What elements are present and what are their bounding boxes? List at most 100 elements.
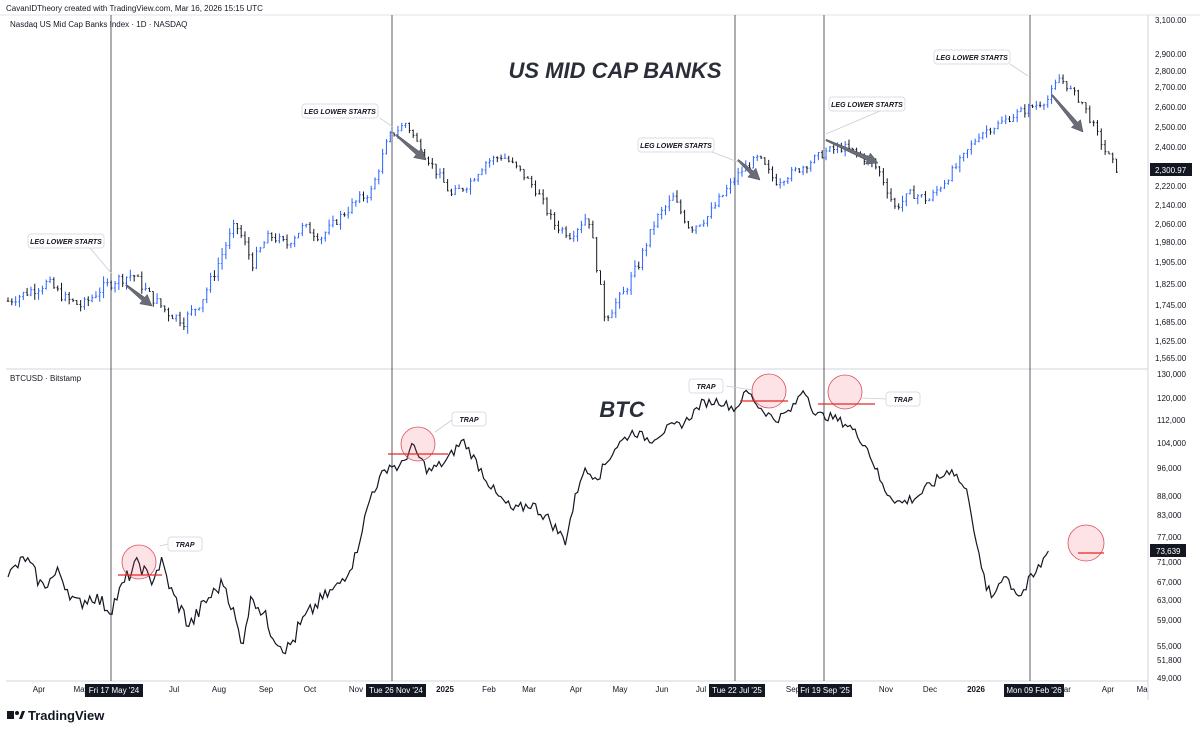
leader-line (711, 151, 739, 163)
top-price-tick: 2,500.00 (1155, 123, 1187, 132)
trap-circle (121, 544, 157, 580)
date-marker-box (798, 684, 852, 697)
trap-label: TRAP (893, 397, 912, 404)
time-tick: 2026 (967, 685, 985, 694)
date-marker-label: Fri 17 May '24 (89, 686, 140, 695)
bottom-price-tick: 88,000 (1157, 492, 1182, 501)
time-tick: Jul (169, 685, 179, 694)
trap-label-box (167, 536, 203, 552)
top-chart-title: US MID CAP BANKS (508, 58, 721, 83)
leg-lower-label: LEG LOWER STARTS (30, 239, 102, 246)
leg-lower-label: LEG LOWER STARTS (304, 109, 376, 116)
trap-label: TRAP (696, 384, 715, 391)
leg-lower-label-box (27, 233, 105, 249)
time-tick: Aug (212, 685, 226, 694)
bottom-price-tick: 63,000 (1157, 596, 1182, 605)
bottom-price-tick: 59,000 (1157, 616, 1182, 625)
bottom-price-tick: 120,000 (1157, 394, 1186, 403)
top-price-tick: 2,900.00 (1155, 50, 1187, 59)
time-tick: May (73, 685, 88, 694)
tv-logo-mark-dot (15, 711, 19, 715)
top-last-price: 2,300.97 (1155, 166, 1187, 175)
top-price-tick: 1,745.00 (1155, 301, 1187, 310)
top-price-tick: 2,060.00 (1155, 220, 1187, 229)
date-marker-label: Mon 09 Feb '26 (1006, 686, 1062, 695)
top-price-tick: 2,600.00 (1155, 103, 1187, 112)
trap-label: TRAP (459, 417, 478, 424)
time-tick: Apr (33, 685, 46, 694)
top-price-tick: 2,220.00 (1155, 182, 1187, 191)
arrow-shape (125, 284, 153, 307)
tv-logo-mark-slash (19, 711, 25, 719)
bottom-chart-title: BTC (599, 397, 645, 422)
time-tick: Apr (1102, 685, 1115, 694)
trap-label-box (885, 391, 921, 407)
bottom-price-tick: 71,000 (1157, 558, 1182, 567)
leader-line (1009, 63, 1029, 77)
leg-lower-label: LEG LOWER STARTS (640, 143, 712, 150)
date-marker-label: Fri 19 Sep '25 (800, 686, 850, 695)
date-marker-box (85, 684, 143, 697)
time-tick: Jun (656, 685, 669, 694)
date-marker-box (709, 684, 765, 697)
date-marker-box (366, 684, 426, 697)
trap-circle (1067, 524, 1105, 562)
top-price-tick: 3,100.00 (1155, 16, 1187, 25)
time-tick: Mar (1057, 685, 1071, 694)
leader-line (159, 543, 169, 547)
bottom-price-axis[interactable]: 130,000 120,000 112,000 104,000 96,000 88,000… (1150, 370, 1186, 683)
tradingview-logo (7, 711, 25, 719)
time-tick: May (612, 685, 627, 694)
time-tick: Oct (304, 685, 317, 694)
arrow-shape (1051, 94, 1084, 133)
arrow-shape (395, 134, 427, 161)
bottom-price-tick: 55,000 (1157, 642, 1182, 651)
bottom-price-tick: 96,000 (1157, 464, 1182, 473)
down-arrow-icon (395, 134, 427, 161)
leader-line (89, 247, 113, 275)
top-price-axis[interactable]: 3,100.00 2,900.00 2,800.00 2,700.00 2,600.00… (1150, 16, 1192, 363)
down-arrow-icon (737, 159, 761, 181)
annotations: LEG LOWER STARTS LEG LOWER STARTS LEG LOWE… (27, 49, 1105, 580)
bottom-last-price: 73,639 (1156, 547, 1181, 556)
time-tick: Nov (879, 685, 893, 694)
leader-line (434, 419, 453, 433)
time-tick: Apr (570, 685, 583, 694)
leg-lower-label-box (301, 103, 379, 119)
top-price-tick: 1,565.00 (1155, 354, 1187, 363)
leg-lower-label-box (637, 137, 715, 153)
top-price-tick: 1,625.00 (1155, 337, 1187, 346)
top-price-tick: 1,685.00 (1155, 318, 1187, 327)
trap-circle (751, 373, 787, 409)
btc-price-series (7, 389, 1049, 655)
header-credit: CavanIDTheory created with TradingView.c… (6, 4, 263, 13)
bottom-price-tick: 83,000 (1157, 511, 1182, 520)
bottom-price-tick: 77,000 (1157, 533, 1182, 542)
bottom-price-tick: 104,000 (1157, 439, 1186, 448)
trap-label: TRAP (175, 542, 194, 549)
time-tick: 2025 (436, 685, 454, 694)
top-price-tick: 1,905.00 (1155, 258, 1187, 267)
top-symbol-label: Nasdaq US Mid Cap Banks Index · 1D · NAS… (10, 20, 187, 29)
time-tick: Sep (259, 685, 274, 694)
time-tick: Feb (482, 685, 496, 694)
top-price-tick: 2,700.00 (1155, 83, 1187, 92)
leg-lower-label-box (828, 96, 906, 112)
time-tick: Sep (786, 685, 801, 694)
trap-label-box (451, 411, 487, 427)
date-marker-box (1004, 684, 1064, 697)
date-markers: Fri 17 May '24 Tue 26 Nov '24 Tue 22 Jul '… (85, 684, 1064, 697)
bottom-price-tick: 130,000 (1157, 370, 1186, 379)
time-tick: Jul (696, 685, 706, 694)
btc-line (7, 389, 1049, 655)
bottom-price-tick: 49,000 (1157, 674, 1182, 683)
date-marker-label: Tue 22 Jul '25 (712, 686, 762, 695)
time-tick: Ma (1136, 685, 1148, 694)
time-tick: Dec (923, 685, 937, 694)
bottom-price-tick: 112,000 (1157, 416, 1186, 425)
bottom-last-price-badge (1150, 544, 1186, 557)
bank-index-candles (6, 74, 1118, 334)
